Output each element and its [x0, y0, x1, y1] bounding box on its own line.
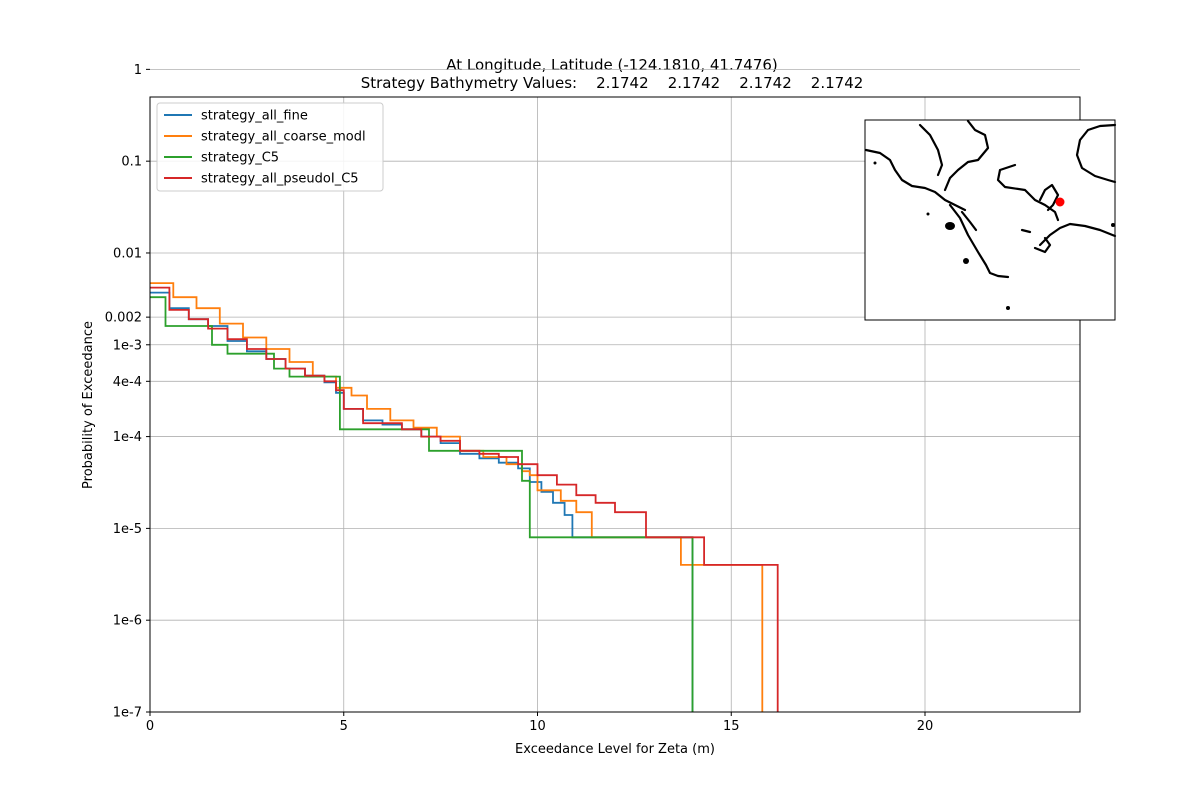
x-tick-label: 0	[146, 719, 154, 734]
y-tick-label: 4e-4	[113, 375, 142, 390]
legend-entry-label: strategy_C5	[201, 151, 279, 166]
series-line-strategy_all_pseudoI_C5	[150, 286, 779, 712]
legend-entry-label: strategy_all_coarse_modl	[201, 130, 366, 145]
chart-title-line2: Strategy Bathymetry Values: 2.1742 2.174…	[361, 74, 864, 92]
x-axis-ticks: 0 5 10 15 20	[146, 712, 933, 734]
island-5	[873, 161, 877, 165]
river-mouth	[996, 163, 1060, 222]
y-tick-label: 1e-3	[113, 338, 142, 353]
harbor-inlet	[1038, 183, 1060, 212]
coastline-north	[864, 148, 967, 212]
y-tick-label: 1	[134, 63, 142, 78]
series-line-strategy_C5	[150, 296, 694, 712]
y-tick-label: 0.01	[113, 246, 142, 261]
y-tick-label: 1e-6	[113, 614, 142, 629]
island-1	[945, 222, 955, 230]
y-axis-ticks: 1e-7 1e-6 1e-5 1e-4 4e-4 1e-3 0.002 0.01 0.1 1	[105, 63, 150, 721]
legend-entry-label: strategy_all_pseudoI_C5	[201, 172, 359, 187]
series-line-strategy_all_coarse_modl	[150, 282, 764, 712]
coastline-east	[1038, 222, 1117, 247]
coastline-channel	[943, 119, 990, 192]
y-tick-label: 1e-4	[113, 430, 142, 445]
y-tick-label: 0.002	[105, 311, 142, 326]
legend: strategy_all_fine strategy_all_coarse_mod…	[156, 102, 384, 192]
legend-entry-label: strategy_all_fine	[201, 109, 308, 124]
x-tick-label: 15	[723, 719, 740, 734]
location-marker	[1055, 197, 1065, 207]
legend-box	[156, 102, 384, 192]
x-tick-label: 5	[340, 719, 348, 734]
plot-frame	[149, 96, 1081, 713]
island-3	[1006, 306, 1010, 310]
island-4	[926, 212, 930, 216]
y-tick-label: 1e-7	[113, 706, 142, 721]
lagoon-east	[1075, 123, 1117, 184]
y-axis-label: Probability of Exceedance	[81, 321, 96, 489]
y-tick-label: 1e-5	[113, 522, 142, 537]
island-2	[963, 258, 969, 264]
coastline-south	[960, 210, 1052, 254]
series-layer	[150, 282, 779, 712]
chart-title-line1: At Longitude, Latitude (-124.1810, 41.74…	[446, 56, 778, 74]
x-tick-label: 20	[917, 719, 934, 734]
inset-map	[864, 119, 1117, 321]
x-tick-label: 10	[529, 719, 546, 734]
island-6	[1111, 223, 1115, 227]
coastline-spit	[948, 203, 1010, 279]
x-axis-label: Exceedance Level for Zeta (m)	[515, 742, 715, 757]
inset-map-frame	[864, 119, 1116, 321]
coastline-inner	[918, 123, 944, 177]
y-tick-label: 0.1	[121, 155, 142, 170]
